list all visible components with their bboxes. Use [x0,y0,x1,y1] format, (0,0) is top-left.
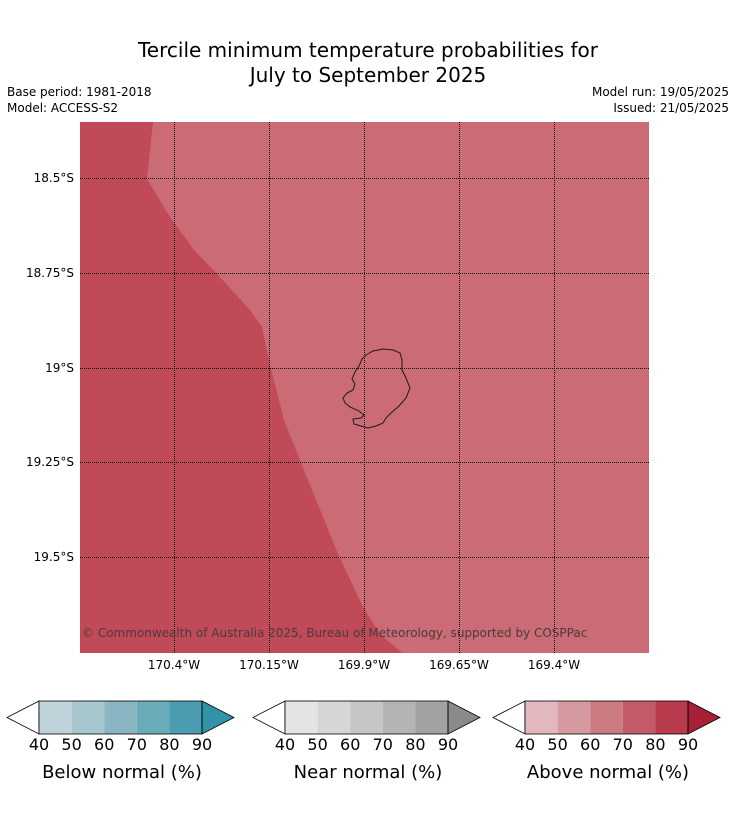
colorbar-label: Near normal (%) [293,762,443,783]
lat-label: 19.25°S [26,455,74,469]
legend-near-normal: 40 50 60 70 80 90 Near normal (%) [252,700,484,783]
colorbar-extend-min [492,700,526,735]
colorbar-segment [525,701,558,734]
colorbar-tick-label: 90 [677,735,699,754]
colorbar-segment [71,701,105,734]
colorbar-segment [104,701,137,734]
niue-coastline [342,348,411,429]
lon-label: 169.9°W [337,658,391,672]
colorbar-tick-label: 50 [61,735,82,754]
colorbar-segment [169,701,202,734]
lon-label: 170.15°W [239,658,299,672]
colorbar-tick-label: 70 [126,735,147,754]
colorbar-ticks: 40 50 60 70 80 90 [252,735,484,755]
colorbar [492,700,721,735]
meta-left: Base period: 1981-2018 Model: ACCESS-S2 [7,84,152,116]
chart-title: Tercile minimum temperature probabilitie… [0,38,736,88]
colorbar-tick-label: 60 [94,735,115,754]
colorbar-extend-min [252,700,286,735]
colorbar-extend-max [447,700,481,735]
colorbar-tick-label: 60 [340,735,361,754]
model-name: Model: ACCESS-S2 [7,101,119,115]
colorbar-segment [557,701,591,734]
colorbar-label: Above normal (%) [526,762,690,783]
colorbar-segment [382,701,416,734]
legend-below-normal: 40 50 60 70 80 90 Below normal (%) [6,700,238,783]
colorbar-tick-label: 90 [437,735,459,754]
title-line-2: July to September 2025 [249,63,487,87]
meta-right: Model run: 19/05/2025 Issued: 21/05/2025 [592,84,729,116]
colorbar-label: Below normal (%) [42,762,202,783]
colorbar-ticks: 40 50 60 70 80 90 [492,735,724,755]
colorbar-tick-label: 90 [191,735,213,754]
colorbar-extend-max [687,700,721,735]
colorbar-segment [285,701,318,734]
colorbar-tick-label: 40 [274,735,296,754]
map-panel: © Commonwealth of Australia 2025, Bureau… [80,122,649,653]
lat-label: 19.5°S [33,550,74,564]
colorbar-segment [622,701,656,734]
colorbar-extend-max [201,700,235,735]
model-run: Model run: 19/05/2025 [591,85,729,99]
colorbar-ticks: 40 50 60 70 80 90 [6,735,238,755]
colorbar-tick-label: 80 [159,735,180,754]
lon-label: 169.4°W [527,658,581,672]
lon-gridlines [174,122,555,653]
colorbar-tick-label: 70 [372,735,393,754]
issued-date: Issued: 21/05/2025 [613,101,729,115]
lat-label: 18.75°S [26,266,74,280]
base-period: Base period: 1981-2018 [7,85,152,99]
colorbar-tick-label: 80 [405,735,426,754]
lon-label: 169.65°W [429,658,489,672]
colorbar-outline [38,700,203,735]
colorbar-segment [415,701,448,734]
colorbar [252,700,481,735]
colorbar-outline [284,700,449,735]
legend-above-normal: 40 50 60 70 80 90 Above normal (%) [492,700,724,783]
colorbar-tick-label: 70 [612,735,633,754]
lat-label: 18.5°S [33,171,74,185]
colorbar-tick-label: 50 [547,735,568,754]
colorbar-tick-label: 80 [645,735,666,754]
colorbar-segment [655,701,688,734]
region-above-60-70 [147,122,649,653]
colorbar-segment [136,701,170,734]
colorbar-segment [317,701,351,734]
colorbar-outline [524,700,689,735]
map-svg [80,122,649,653]
colorbar-tick-label: 40 [28,735,50,754]
colorbar-tick-label: 50 [307,735,328,754]
lat-label: 19°S [45,361,74,375]
lon-label: 170.4°W [147,658,201,672]
colorbar-tick-label: 40 [514,735,536,754]
colorbar-extend-min [6,700,40,735]
colorbar-segment [590,701,623,734]
title-line-1: Tercile minimum temperature probabilitie… [137,38,599,62]
colorbar-segment [350,701,383,734]
copyright-notice: © Commonwealth of Australia 2025, Bureau… [82,626,588,640]
colorbar-tick-label: 60 [580,735,601,754]
colorbar-segment [39,701,72,734]
colorbar [6,700,235,735]
